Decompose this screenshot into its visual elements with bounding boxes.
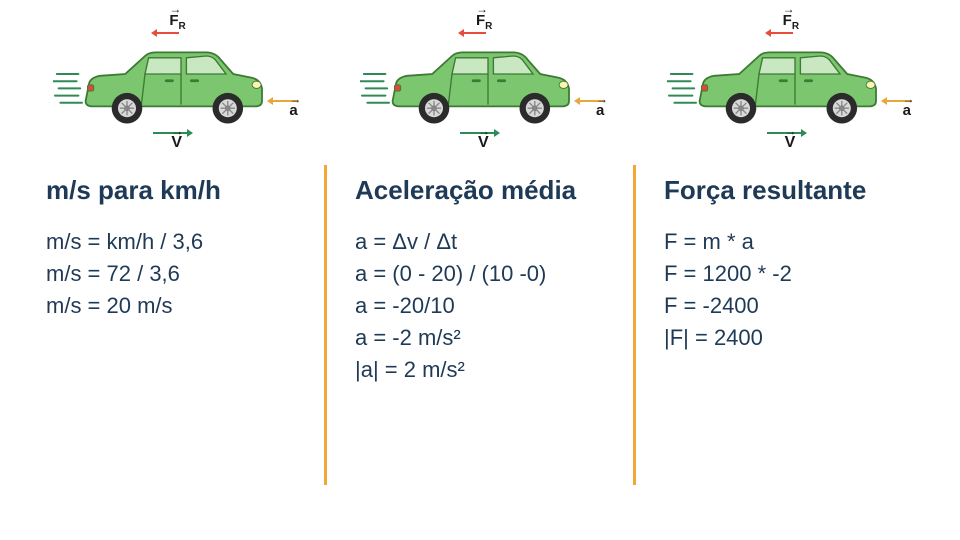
car-illustration-1: →FR →V →a	[23, 10, 323, 160]
fr-arrow-icon	[771, 32, 793, 34]
a-vector-label: →a	[903, 102, 911, 119]
fr-vector-label: →FR	[169, 12, 185, 32]
calc-line: |a| = 2 m/s²	[355, 354, 613, 386]
calc-line: a = -20/10	[355, 290, 613, 322]
a-vector-label: →a	[596, 102, 604, 119]
v-vector-label: →V	[478, 134, 489, 152]
calc-line: m/s = 20 m/s	[46, 290, 304, 322]
calc-line: |F| = 2400	[664, 322, 922, 354]
calc-line: F = 1200 * -2	[664, 258, 922, 290]
calc-line: a = (0 - 20) / (10 -0)	[355, 258, 613, 290]
calc-line: F = -2400	[664, 290, 922, 322]
column-divider	[633, 165, 636, 485]
content-columns: m/s para km/h m/s = km/h / 3,6 m/s = 72 …	[0, 165, 960, 535]
column-acceleration: Aceleração média a = Δv / Δt a = (0 - 20…	[329, 165, 631, 535]
cars-row: →FR →V →a →FR →V →a	[0, 0, 960, 160]
column-divider	[324, 165, 327, 485]
v-vector-label: →V	[785, 134, 796, 152]
calc-line: F = m * a	[664, 226, 922, 258]
car-icon	[667, 38, 887, 128]
car-illustration-3: →FR →V →a	[637, 10, 937, 160]
car-icon	[53, 38, 273, 128]
calc-line: a = Δv / Δt	[355, 226, 613, 258]
column-conversion: m/s para km/h m/s = km/h / 3,6 m/s = 72 …	[20, 165, 322, 535]
car-icon	[360, 38, 580, 128]
fr-vector-label: →FR	[476, 12, 492, 32]
column-title: Aceleração média	[355, 175, 613, 206]
fr-arrow-icon	[464, 32, 486, 34]
v-vector-label: →V	[171, 134, 182, 152]
a-vector-label: →a	[289, 102, 297, 119]
column-title: Força resultante	[664, 175, 922, 206]
calc-line: m/s = km/h / 3,6	[46, 226, 304, 258]
calc-line: m/s = 72 / 3,6	[46, 258, 304, 290]
fr-vector-label: →FR	[783, 12, 799, 32]
column-force: Força resultante F = m * a F = 1200 * -2…	[638, 165, 940, 535]
calc-line: a = -2 m/s²	[355, 322, 613, 354]
column-title: m/s para km/h	[46, 175, 304, 206]
fr-arrow-icon	[157, 32, 179, 34]
car-illustration-2: →FR →V →a	[330, 10, 630, 160]
